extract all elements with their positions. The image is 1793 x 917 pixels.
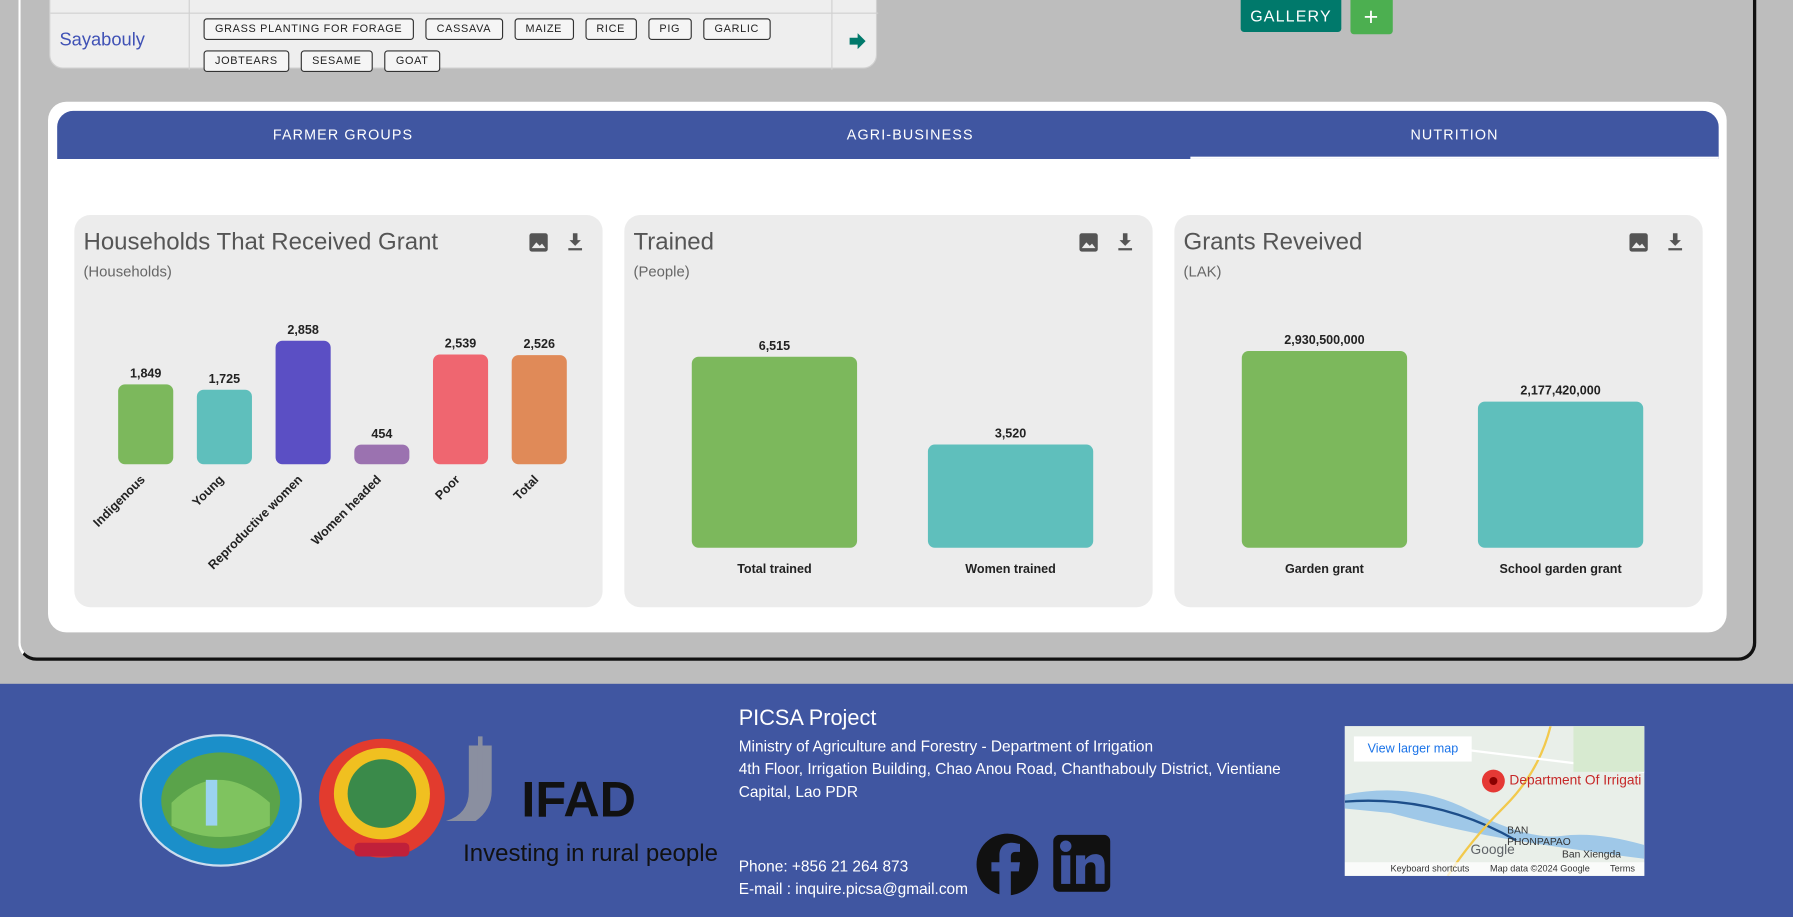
tag: RICE bbox=[584, 18, 637, 41]
bar bbox=[354, 444, 410, 465]
download-icon[interactable] bbox=[1668, 233, 1683, 251]
bar bbox=[275, 340, 331, 465]
address: 4th Floor, Irrigation Building, Chao Ano… bbox=[738, 760, 1281, 801]
province-name[interactable]: Sayabouly bbox=[59, 30, 145, 51]
map-place: Department Of Irrigati bbox=[1509, 771, 1642, 788]
tab[interactable]: NUTRITION bbox=[1410, 126, 1499, 143]
data-label: 2,930,500,000 bbox=[1284, 333, 1364, 347]
bar bbox=[1477, 401, 1644, 548]
category-label: School garden grant bbox=[1499, 562, 1622, 576]
tag: CASSAVA bbox=[425, 18, 503, 41]
partial-row bbox=[50, 0, 879, 14]
bar bbox=[1241, 351, 1408, 548]
chart-card: Grants Reveived (LAK) 2,930,500,000 Garden … bbox=[1174, 214, 1703, 608]
export-image-icon[interactable] bbox=[1079, 233, 1098, 252]
footer: IFAD Investing in rural people PICSA Pro… bbox=[0, 683, 1793, 917]
download-icon[interactable] bbox=[1118, 233, 1133, 251]
province-table: Sayabouly GRASS PLANTING FOR FORAGE CASSA… bbox=[49, 0, 879, 73]
linkedin-icon[interactable] bbox=[1053, 834, 1111, 892]
open-arrow[interactable] bbox=[848, 33, 866, 50]
bar bbox=[118, 384, 174, 465]
data-label: 1,849 bbox=[130, 366, 161, 380]
add-button[interactable]: + bbox=[1350, 0, 1393, 35]
project-name: PICSA Project bbox=[738, 706, 877, 731]
partner-logos: IFAD Investing in rural people bbox=[139, 734, 718, 867]
phone: Phone: +856 21 264 873 bbox=[738, 857, 909, 875]
chart-title: Grants Reveived bbox=[1183, 228, 1363, 255]
category-label: Women headed bbox=[309, 472, 384, 547]
category-label: Women trained bbox=[965, 562, 1056, 576]
gallery-button[interactable]: GALLERY bbox=[1240, 0, 1342, 33]
data-label: 6,515 bbox=[759, 339, 790, 353]
tab[interactable]: AGRI-BUSINESS bbox=[846, 126, 974, 143]
map-embed[interactable]: View larger map Department Of Irrigati B… bbox=[1344, 726, 1645, 876]
chart-subtitle: (People) bbox=[633, 263, 690, 281]
icon-shape bbox=[529, 233, 548, 252]
tag: GOAT bbox=[384, 50, 440, 73]
divider bbox=[831, 0, 833, 70]
data-label: 454 bbox=[371, 427, 392, 441]
map-shortcuts[interactable]: Keyboard shortcuts bbox=[1390, 863, 1470, 874]
category-label: Total trained bbox=[737, 562, 811, 576]
chart-plot: 6,515 Total trained 3,520 Women trained bbox=[691, 233, 1133, 576]
icon-shape bbox=[1629, 233, 1648, 252]
download-icon[interactable] bbox=[568, 233, 583, 251]
active-tab-indicator bbox=[1190, 156, 1719, 159]
data-label: 2,526 bbox=[524, 337, 555, 351]
map-brand: Google bbox=[1470, 841, 1515, 858]
chart-plot: 2,930,500,000 Garden grant 2,177,420,000 Sc… bbox=[1241, 233, 1683, 576]
data-label: 2,858 bbox=[287, 323, 318, 337]
ministry: Ministry of Agriculture and Forestry - D… bbox=[738, 737, 1154, 755]
data-label: 2,539 bbox=[445, 337, 476, 351]
category-label: Young bbox=[190, 472, 227, 509]
data-label: 2,177,420,000 bbox=[1520, 384, 1600, 398]
facebook-icon[interactable] bbox=[975, 832, 1041, 897]
ifad-tagline: Investing in rural people bbox=[463, 840, 718, 867]
map-terms[interactable]: Terms bbox=[1610, 863, 1635, 874]
map-attribution: Map data ©2024 Google bbox=[1489, 863, 1590, 874]
chart-title: Trained bbox=[633, 228, 715, 255]
tab[interactable]: FARMER GROUPS bbox=[272, 126, 414, 143]
tag: JOBTEARS bbox=[203, 50, 290, 73]
bar bbox=[927, 444, 1094, 548]
icon-shape bbox=[1079, 233, 1098, 252]
category-label: Poor bbox=[433, 472, 463, 502]
tag: GRASS PLANTING FOR FORAGE bbox=[203, 18, 414, 41]
bar bbox=[691, 356, 858, 548]
tag: PIG bbox=[647, 18, 692, 41]
export-image-icon[interactable] bbox=[1629, 233, 1648, 252]
tag-list: GRASS PLANTING FOR FORAGE CASSAVA MAIZE RIC… bbox=[203, 17, 827, 81]
icon-shape bbox=[1631, 242, 1646, 249]
export-image-icon[interactable] bbox=[529, 233, 548, 252]
category-label: Total bbox=[511, 472, 541, 502]
map-link[interactable]: View larger map bbox=[1353, 736, 1472, 762]
tab-bar: FARMER GROUPS AGRI-BUSINESS NUTRITION bbox=[57, 110, 1719, 159]
chart-plot: 1,849Indigenous1,725Young2,858Reproducti… bbox=[91, 233, 583, 572]
icon-shape bbox=[1081, 242, 1096, 249]
chart-card: Households That Received Grant (Household… bbox=[74, 214, 603, 608]
email: E-mail : inquire.picsa@gmail.com bbox=[738, 880, 968, 898]
map-area: BAN PHONPAPAO bbox=[1507, 824, 1571, 848]
data-label: 1,725 bbox=[209, 372, 240, 386]
ifad-logo-text: IFAD bbox=[521, 770, 636, 827]
bar bbox=[196, 389, 252, 465]
bar bbox=[432, 354, 489, 465]
tag: GARLIC bbox=[703, 18, 771, 41]
category-label: Indigenous bbox=[91, 472, 148, 529]
tag: SESAME bbox=[300, 50, 373, 73]
bar bbox=[511, 355, 567, 465]
chart-card: Trained (People) 6,515 Total trained 3,520 Wo… bbox=[624, 214, 1153, 608]
category-label: Garden grant bbox=[1285, 562, 1365, 576]
chart-subtitle: (Households) bbox=[83, 263, 172, 281]
tabs-card: FARMER GROUPS AGRI-BUSINESS NUTRITION Ho… bbox=[48, 101, 1727, 633]
chart-title: Households That Received Grant bbox=[83, 228, 439, 255]
tag: MAIZE bbox=[514, 18, 574, 41]
data-label: 3,520 bbox=[995, 427, 1026, 441]
map-village: Ban Xiengda bbox=[1562, 848, 1621, 860]
divider bbox=[188, 0, 190, 70]
icon-shape bbox=[531, 242, 546, 249]
chart-subtitle: (LAK) bbox=[1183, 263, 1222, 281]
